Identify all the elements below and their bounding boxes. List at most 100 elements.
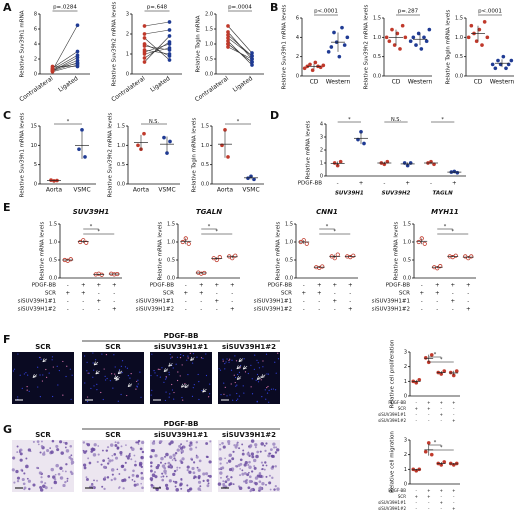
treatment-sign: - <box>453 406 455 411</box>
y-tick-label: 1.0 <box>49 240 57 246</box>
treatment-label: PDGF-BB <box>150 283 175 289</box>
cell <box>180 461 184 464</box>
cell <box>193 475 197 479</box>
cell <box>108 459 112 463</box>
y-tick-label: 3 <box>320 135 323 141</box>
cell <box>70 454 73 457</box>
y-tick-label: 0.0 <box>167 276 175 282</box>
cell <box>16 476 21 480</box>
cell <box>66 480 69 482</box>
treatment-sign: - <box>113 291 115 297</box>
cell <box>66 477 69 480</box>
cell <box>265 484 267 486</box>
cell <box>180 449 185 454</box>
data-point <box>340 25 344 30</box>
cell <box>109 443 114 447</box>
cell <box>130 458 133 461</box>
treatment-sign: + <box>199 283 204 289</box>
cell <box>116 446 119 449</box>
cell <box>244 481 248 484</box>
data-point <box>99 272 104 277</box>
cell <box>19 448 23 452</box>
cell <box>276 448 280 452</box>
treatment-sign: + <box>452 400 455 405</box>
cell <box>131 447 135 452</box>
cell <box>70 398 72 400</box>
x-tick-label: Western <box>326 79 351 86</box>
pair-line <box>52 54 78 70</box>
cell <box>162 475 165 478</box>
cell <box>243 472 247 475</box>
cell <box>70 457 74 461</box>
data-point <box>398 47 402 51</box>
cell <box>159 368 161 371</box>
cell <box>157 463 160 467</box>
cell <box>42 484 46 489</box>
y-tick-label: 2 <box>126 32 129 38</box>
data-point <box>78 239 83 245</box>
cell <box>195 446 198 449</box>
y-tick-label: 2 <box>34 57 37 63</box>
cell <box>251 455 255 459</box>
y-tick-label: 2 <box>296 54 299 60</box>
treatment-label: PDGF-BB <box>388 400 406 405</box>
cell <box>23 472 26 475</box>
cell <box>267 454 271 458</box>
cell <box>197 373 199 376</box>
treatment-sign: - <box>441 494 443 499</box>
cell <box>197 487 201 491</box>
cell <box>151 441 156 445</box>
x-tick-label: CD <box>474 79 483 86</box>
cell <box>242 449 245 452</box>
cell <box>275 446 278 449</box>
data-point <box>384 35 389 40</box>
cell <box>176 356 179 358</box>
y-tick-label: 1.5 <box>205 27 213 33</box>
cell <box>180 443 183 446</box>
micrograph <box>82 352 144 404</box>
image-label: siSUV39H1#1 <box>154 343 208 351</box>
treatment-sign: - <box>303 299 305 305</box>
cell <box>260 442 264 446</box>
cell <box>219 471 223 475</box>
data-point <box>469 254 474 259</box>
y-tick-label: 4 <box>320 122 323 128</box>
cell <box>226 462 229 464</box>
data-point <box>345 35 350 40</box>
arrow <box>256 375 262 380</box>
cell <box>114 366 116 368</box>
cell <box>208 396 210 398</box>
chart-title: SUV39H1 <box>73 208 110 216</box>
data-point <box>490 62 495 67</box>
cell <box>246 452 250 456</box>
treatment-sign: - <box>200 299 202 305</box>
cell <box>50 487 53 489</box>
y-tick-label: 6 <box>34 27 37 33</box>
cell <box>102 398 104 401</box>
data-point <box>320 264 325 269</box>
cell <box>269 488 272 491</box>
cell <box>87 396 89 398</box>
cell <box>186 484 189 487</box>
cell <box>209 393 211 395</box>
cell <box>180 452 183 454</box>
cell <box>13 368 16 370</box>
cell <box>237 373 239 376</box>
cell <box>168 396 170 398</box>
data-point <box>453 253 458 258</box>
cell <box>22 482 26 486</box>
data-point <box>423 449 428 454</box>
cell <box>107 457 110 460</box>
cell <box>163 381 165 383</box>
cell <box>198 398 200 401</box>
treatment-sign: + <box>348 307 353 313</box>
cell <box>238 371 241 374</box>
micrograph <box>218 352 280 404</box>
cell <box>228 361 230 363</box>
cell <box>196 466 199 469</box>
y-tick-label: 1.5 <box>117 124 125 130</box>
cell <box>64 480 67 484</box>
data-point <box>416 239 421 245</box>
cell <box>251 470 254 473</box>
treatment-sign: + <box>427 488 430 493</box>
